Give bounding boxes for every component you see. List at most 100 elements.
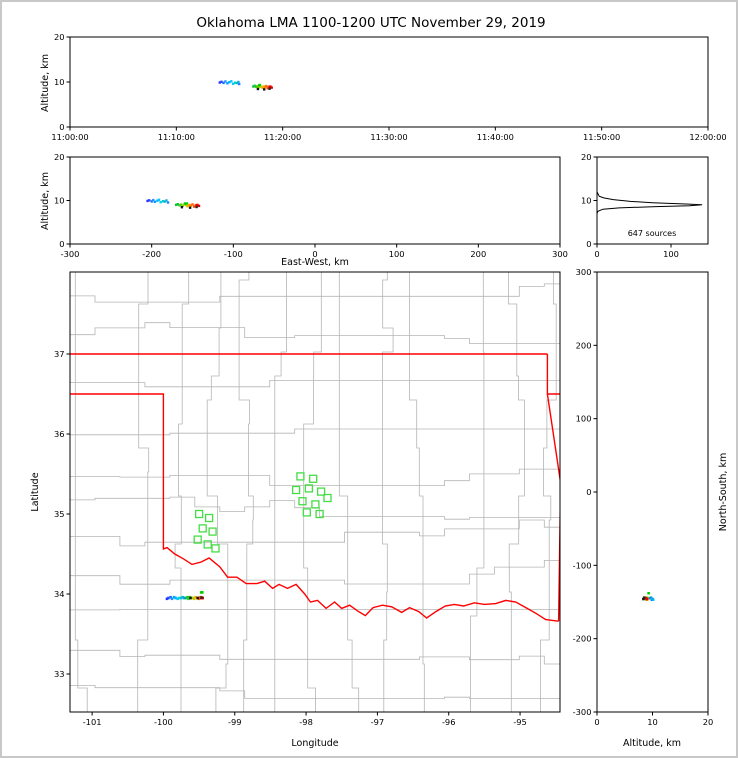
y-tick-label: 20 — [54, 32, 65, 42]
map-sources — [165, 591, 204, 601]
northsouth-altitude-sources — [642, 592, 655, 601]
lma-source — [268, 87, 271, 90]
lma-source — [200, 596, 203, 599]
station-square — [298, 497, 307, 506]
lma-source — [165, 597, 169, 601]
lma-source — [175, 203, 178, 207]
lma-source — [642, 597, 645, 601]
lma-source — [256, 85, 259, 88]
county-lines — [70, 272, 560, 712]
state-border-line — [70, 393, 559, 622]
y-tick-label: 0 — [59, 122, 64, 132]
station-square — [302, 508, 311, 517]
lma-source — [185, 596, 188, 600]
lma-source — [265, 84, 268, 88]
y-tick-label: -300 — [573, 707, 592, 717]
y-tick-label: 10 — [581, 196, 592, 206]
y-tick-label: 37 — [54, 349, 65, 359]
panel-frame-0 — [69, 36, 709, 128]
lma-source — [177, 596, 181, 600]
lma-source — [152, 198, 155, 202]
x-tick-label: -100 — [154, 717, 173, 727]
x-tick-label: 100 — [663, 249, 679, 259]
lma-source — [185, 202, 188, 205]
lma-source — [194, 204, 197, 207]
lma-source — [166, 201, 170, 204]
station-square — [203, 540, 212, 549]
state-border-line — [546, 354, 560, 395]
lma-source — [263, 88, 266, 91]
station-square — [316, 487, 326, 496]
x-tick-label: 20 — [703, 717, 714, 727]
lma-source — [234, 81, 237, 84]
lma-source — [176, 203, 179, 206]
lma-source — [169, 595, 172, 599]
lma-source — [232, 82, 235, 85]
lma-source — [648, 597, 652, 600]
lma-source — [180, 206, 184, 209]
y-tick-label: 20 — [581, 152, 592, 162]
x-tick-label: 10 — [647, 717, 658, 727]
lma-source — [260, 85, 263, 88]
lma-source — [186, 205, 189, 208]
lma-source — [252, 85, 255, 88]
lma-source — [179, 203, 183, 206]
station-square — [291, 485, 301, 495]
lma-source — [156, 199, 159, 202]
figure-title: Oklahoma LMA 1100-1200 UTC November 29, … — [196, 15, 545, 31]
lma-source — [172, 595, 176, 599]
lma-source — [181, 595, 184, 599]
lma-source — [194, 595, 197, 599]
lma-source — [184, 203, 188, 207]
lma-source — [153, 200, 157, 203]
longitude-axis-label: Longitude — [291, 738, 338, 749]
lma-source — [269, 85, 272, 88]
lma-source — [218, 81, 221, 84]
lma-source — [181, 204, 184, 207]
y-tick-label: 36 — [54, 429, 65, 439]
lma-source — [191, 203, 194, 206]
lma-source — [197, 204, 201, 208]
eastwest-altitude-sources — [146, 198, 201, 209]
x-tick-label: -95 — [513, 717, 527, 727]
x-tick-label: -99 — [228, 717, 242, 727]
y-tick-label: 20 — [54, 152, 65, 162]
lma-source — [187, 597, 190, 601]
state-border — [70, 353, 560, 622]
y-tick-label: 300 — [576, 267, 592, 277]
lma-source — [189, 596, 192, 600]
lma-source — [195, 205, 198, 209]
station-square — [311, 500, 320, 509]
lma-source — [176, 597, 179, 601]
y-tick-label: 34 — [54, 589, 65, 599]
altitude-axis-label-middle: Altitude, km — [40, 172, 51, 230]
lma-source — [189, 204, 193, 207]
lma-source — [257, 86, 260, 89]
x-tick-label: 0 — [312, 249, 317, 259]
east-west-axis-label: East-West, km — [281, 257, 349, 268]
station-square — [208, 527, 217, 536]
x-tick-label: 11:40:00 — [477, 132, 514, 142]
y-tick-label: 10 — [54, 196, 65, 206]
latitude-axis-label: Latitude — [30, 472, 41, 511]
x-tick-label: 11:30:00 — [370, 132, 407, 142]
map-layer — [70, 272, 560, 712]
panel-frame-3 — [69, 271, 561, 713]
lma-source — [196, 203, 199, 207]
lma-source — [186, 595, 189, 599]
lma-source — [253, 84, 256, 87]
lma-source — [647, 592, 650, 595]
lma-source — [263, 86, 267, 89]
station-square — [304, 484, 314, 493]
station-markers — [193, 472, 332, 553]
lma-source — [197, 597, 201, 601]
x-tick-label: -200 — [142, 249, 161, 259]
y-tick-label: 100 — [576, 414, 592, 424]
x-tick-label: -300 — [61, 249, 80, 259]
station-square — [194, 509, 204, 519]
x-tick-label: 12:00:00 — [689, 132, 726, 142]
generated-plot-content: 11:00:00 11:10:00 11:20:00 11:30:00 11:40:00… — [51, 32, 726, 727]
lma-source — [230, 80, 233, 83]
